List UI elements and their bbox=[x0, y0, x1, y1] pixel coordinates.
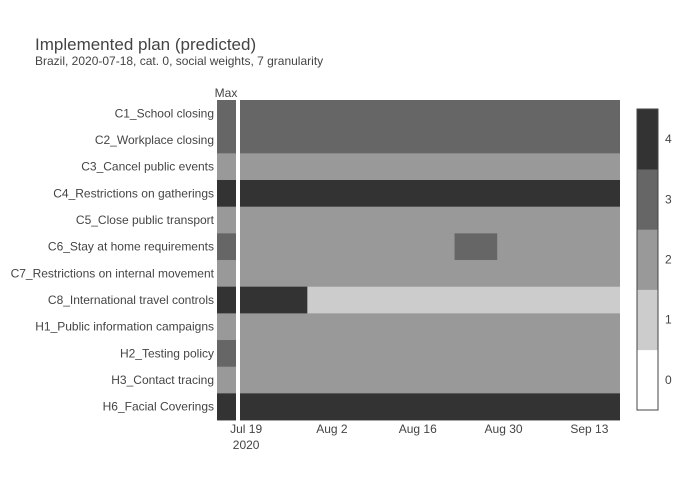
heatmap-cell bbox=[240, 366, 620, 394]
row-label: C8_International travel controls bbox=[48, 293, 214, 307]
x-tick-label: Aug 2 bbox=[316, 422, 348, 436]
heatmap-cell bbox=[240, 180, 620, 208]
colorbar-tick-label: 0 bbox=[665, 373, 672, 387]
x-tick-label: Aug 16 bbox=[399, 422, 437, 436]
colorbar-outline bbox=[636, 108, 659, 411]
heatmap-cell bbox=[240, 233, 455, 261]
x-tick-year-label: 2020 bbox=[233, 438, 260, 452]
heatmap-cell bbox=[240, 340, 620, 368]
max-cell bbox=[217, 233, 236, 261]
max-cell bbox=[217, 366, 236, 394]
max-cell bbox=[217, 126, 236, 154]
colorbar-bin bbox=[637, 109, 658, 170]
chart-title: Implemented plan (predicted) bbox=[35, 35, 256, 54]
colorbar-bin bbox=[637, 229, 658, 290]
x-tick-label: Aug 30 bbox=[485, 422, 523, 436]
max-cell bbox=[217, 313, 236, 341]
heatmap-grid bbox=[217, 100, 620, 421]
max-cell bbox=[217, 260, 236, 288]
row-label: C1_School closing bbox=[115, 106, 214, 120]
heatmap-cell bbox=[497, 233, 620, 261]
row-label: H2_Testing policy bbox=[120, 346, 214, 360]
max-cell bbox=[217, 180, 236, 208]
heatmap-cell bbox=[240, 100, 620, 128]
heatmap-cell bbox=[240, 153, 620, 181]
heatmap-cell bbox=[240, 206, 620, 234]
chart-subtitle: Brazil, 2020-07-18, cat. 0, social weigh… bbox=[35, 54, 323, 68]
row-label: C4_Restrictions on gatherings bbox=[53, 186, 214, 200]
x-tick-label: Jul 19 bbox=[230, 422, 262, 436]
max-cell bbox=[217, 153, 236, 181]
x-tick-label: Sep 13 bbox=[570, 422, 608, 436]
colorbar-bin bbox=[637, 349, 658, 411]
max-column-label: Max bbox=[215, 86, 238, 100]
heatmap-cell bbox=[240, 286, 308, 314]
colorbar: 0 1 2 3 4 bbox=[636, 108, 672, 411]
row-label: H3_Contact tracing bbox=[111, 373, 214, 387]
row-labels: C1_School closing C2_Workplace closing C3_… bbox=[11, 106, 215, 413]
heatmap-cell bbox=[240, 393, 620, 421]
row-label: H1_Public information campaigns bbox=[35, 320, 214, 334]
row-label: C6_Stay at home requirements bbox=[48, 240, 214, 254]
colorbar-bin bbox=[637, 289, 658, 351]
colorbar-tick-label: 4 bbox=[665, 132, 672, 146]
row-label: C3_Cancel public events bbox=[81, 160, 214, 174]
row-label: C2_Workplace closing bbox=[95, 133, 214, 147]
max-cell bbox=[217, 340, 236, 368]
colorbar-bin bbox=[637, 169, 658, 230]
row-label: H6_Facial Coverings bbox=[103, 400, 214, 414]
colorbar-tick-label: 3 bbox=[665, 192, 672, 206]
x-axis-ticks: Jul 19 2020 Aug 2 Aug 16 Aug 30 Sep 13 bbox=[230, 422, 609, 452]
max-cell bbox=[217, 286, 236, 314]
max-cell bbox=[217, 206, 236, 234]
row-label: C7_Restrictions on internal movement bbox=[11, 266, 215, 280]
heatmap-cell bbox=[240, 313, 620, 341]
max-cell bbox=[217, 100, 236, 128]
heatmap-cell bbox=[240, 260, 620, 288]
heatmap-cell bbox=[454, 233, 498, 261]
row-label: C5_Close public transport bbox=[76, 213, 215, 227]
colorbar-tick-label: 1 bbox=[665, 313, 672, 327]
heatmap-cell bbox=[240, 126, 620, 154]
heatmap-cell bbox=[307, 286, 620, 314]
colorbar-tick-label: 2 bbox=[665, 253, 672, 267]
max-cell bbox=[217, 393, 236, 421]
